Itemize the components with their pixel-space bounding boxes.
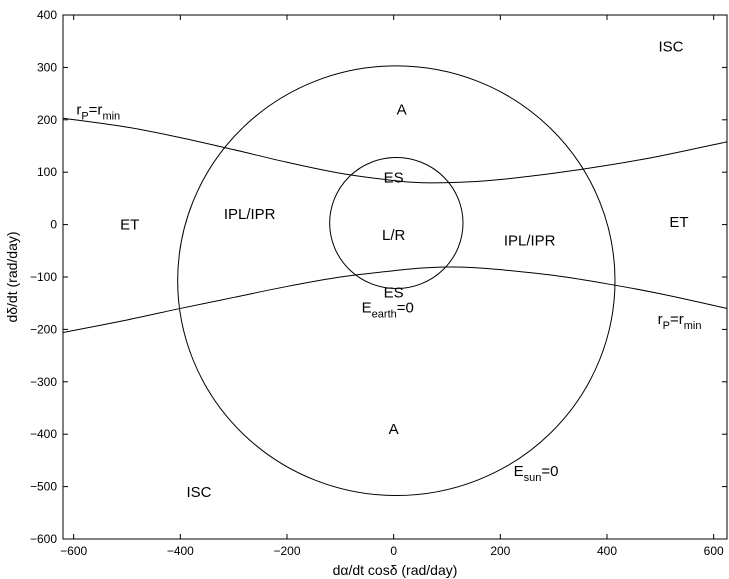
x-axis-title: dα/dt cosδ (rad/day) [333, 562, 458, 578]
y-tick-label: 400 [37, 8, 57, 22]
region-label: ES [384, 285, 404, 302]
subscript-label: rP=rmin [76, 102, 120, 123]
region-label: ISC [186, 484, 211, 501]
region-label: ET [669, 214, 688, 231]
x-tick-label: 400 [597, 544, 617, 558]
curves [63, 65, 727, 497]
x-tick-label: −600 [60, 544, 87, 558]
region-label: A [397, 101, 407, 118]
plot-frame [62, 14, 728, 540]
subscript-label: rP=rmin [658, 311, 702, 332]
x-tick-label: 200 [490, 544, 510, 558]
y-tick-label: 100 [37, 165, 57, 179]
y-tick-label: 300 [37, 60, 57, 74]
region-label: ISC [658, 38, 683, 55]
y-tick-label: 0 [50, 218, 57, 232]
y-tick-label: 200 [37, 113, 57, 127]
x-tick-label: 600 [704, 544, 724, 558]
rp-lower-curve [63, 266, 727, 334]
subscript-label: Eearth=0 [362, 300, 414, 321]
y-tick-label: −100 [30, 270, 57, 284]
plot-border [62, 14, 728, 540]
sun-energy-circle [177, 65, 616, 497]
annotations: ISC A ES L/R ES ET IPL/IPR IPL/IPR ET A ISC rP=rmin… [76, 38, 701, 500]
region-label: L/R [382, 227, 406, 244]
y-tick-label: −400 [30, 427, 57, 441]
region-label: IPL/IPR [504, 232, 556, 249]
rp-upper-curve [63, 117, 727, 184]
y-axis-title: dδ/dt (rad/day) [4, 231, 20, 322]
axis-ticks: −600 −400 −200 0 200 400 600 −600 −500 −400 −300 −2… [30, 8, 727, 558]
x-tick-label: 0 [390, 544, 397, 558]
subscript-label: Esun=0 [514, 463, 559, 484]
region-label: ES [384, 169, 404, 186]
region-label: IPL/IPR [224, 206, 276, 223]
y-tick-label: −300 [30, 375, 57, 389]
y-tick-label: −600 [30, 532, 57, 546]
region-label: A [389, 421, 399, 438]
region-label: ET [120, 217, 139, 234]
y-tick-label: −500 [30, 480, 57, 494]
x-tick-label: −200 [273, 544, 300, 558]
y-tick-label: −200 [30, 322, 57, 336]
x-tick-label: −400 [167, 544, 194, 558]
earth-energy-circle [329, 157, 464, 290]
